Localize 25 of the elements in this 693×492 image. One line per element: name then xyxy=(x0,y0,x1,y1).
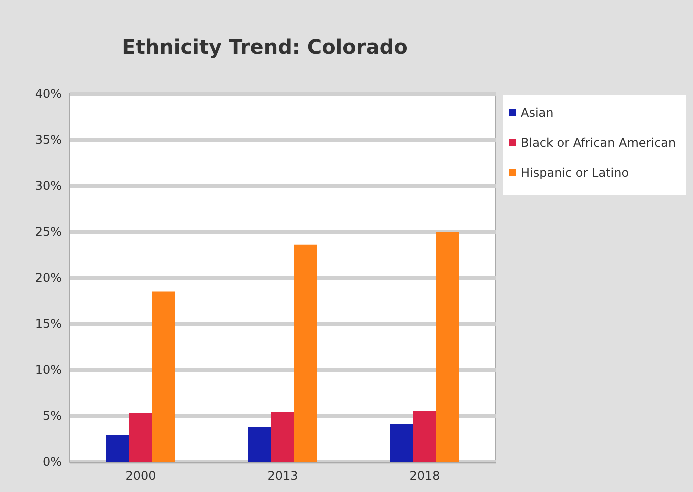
x-tick-label: 2013 xyxy=(268,469,298,483)
bar xyxy=(414,411,436,462)
legend-label: Black or African American xyxy=(521,136,676,150)
y-tick-label: 30% xyxy=(35,179,62,193)
legend-label: Asian xyxy=(521,106,554,120)
y-tick-label: 35% xyxy=(35,133,62,147)
bar xyxy=(294,244,318,462)
x-tick-label: 2018 xyxy=(410,469,440,483)
bar xyxy=(152,292,176,462)
y-tick-label: 10% xyxy=(35,363,62,377)
y-tick-label: 20% xyxy=(35,271,62,285)
y-tick-label: 15% xyxy=(35,317,62,331)
y-tick-label: 5% xyxy=(42,409,62,423)
x-tick-label: 2000 xyxy=(126,469,156,483)
bar xyxy=(248,427,272,462)
bar xyxy=(272,412,294,462)
y-tick-label: 40% xyxy=(35,87,62,101)
bar xyxy=(130,413,152,462)
bar xyxy=(106,435,130,462)
y-tick-label: 0% xyxy=(42,455,62,469)
chart-title: Ethnicity Trend: Colorado xyxy=(122,35,408,59)
bar xyxy=(436,232,460,462)
legend-label: Hispanic or Latino xyxy=(521,166,630,180)
y-tick-label: 25% xyxy=(35,225,62,239)
bar xyxy=(390,424,414,462)
